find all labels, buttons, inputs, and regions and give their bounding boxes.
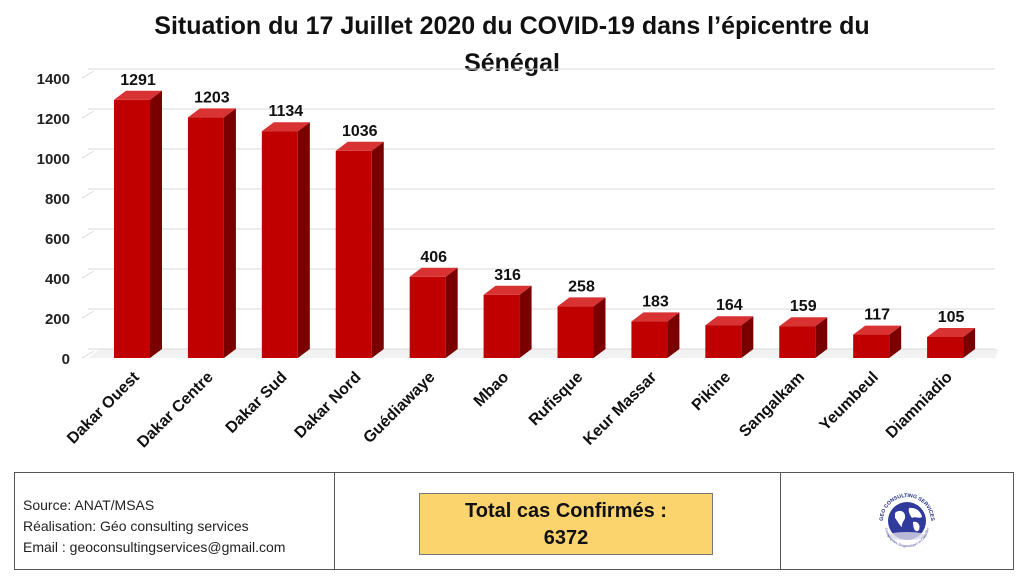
bar bbox=[631, 321, 668, 358]
bar-top bbox=[705, 316, 754, 326]
bar-side bbox=[445, 267, 458, 358]
bar-top bbox=[409, 267, 458, 277]
geo-consulting-logo: GEO CONSULTING SERVICES Cartographier, D… bbox=[879, 493, 935, 548]
gridline-edge bbox=[81, 270, 95, 279]
bar-side bbox=[815, 317, 828, 358]
y-tick-label: 400 bbox=[45, 271, 70, 288]
chart-title-line-2: Sénégal bbox=[464, 49, 560, 77]
bar-top bbox=[187, 108, 236, 118]
bar bbox=[705, 325, 742, 358]
bar-side bbox=[519, 285, 532, 358]
data-label: 183 bbox=[642, 293, 669, 310]
total-label: Total cas Confirmés : bbox=[465, 500, 667, 522]
bar bbox=[261, 131, 298, 358]
x-tick-label: Diamniadio bbox=[883, 369, 956, 442]
y-tick-label: 800 bbox=[45, 191, 70, 208]
x-tick-label: Rufisque bbox=[526, 369, 586, 429]
gridline-edge bbox=[81, 310, 95, 319]
gridline-edge bbox=[81, 70, 95, 79]
data-label: 1203 bbox=[194, 89, 230, 106]
bar-top bbox=[779, 317, 828, 327]
x-tick-label: Dakar Sud bbox=[223, 369, 291, 437]
bar-top bbox=[114, 90, 162, 100]
x-tick-label: Pikine bbox=[689, 369, 734, 414]
y-tick-label: 1200 bbox=[37, 111, 70, 128]
bar bbox=[483, 294, 520, 358]
bar-side bbox=[593, 297, 606, 358]
bar-top bbox=[631, 312, 680, 322]
data-label: 105 bbox=[938, 309, 965, 326]
data-label: 159 bbox=[790, 298, 817, 315]
x-tick-label: Sangalkam bbox=[736, 369, 808, 441]
total-confirmed-box: Total cas Confirmés : 6372 bbox=[419, 493, 713, 555]
y-tick-label: 1000 bbox=[37, 151, 70, 168]
y-tick-label: 600 bbox=[45, 231, 70, 248]
gridline-edge bbox=[81, 230, 95, 239]
chart-title-line-1: Situation du 17 Juillet 2020 du COVID-19… bbox=[154, 12, 870, 40]
bar-top bbox=[853, 325, 902, 335]
bar bbox=[114, 99, 150, 359]
credits-panel: Source: ANAT/MSAS Réalisation: Géo consu… bbox=[15, 473, 335, 569]
data-label: 316 bbox=[494, 267, 521, 284]
bar-top bbox=[557, 297, 606, 307]
data-label: 117 bbox=[864, 307, 890, 324]
gridline-edge bbox=[81, 190, 95, 199]
bar bbox=[927, 337, 964, 358]
bar-side bbox=[667, 312, 680, 358]
logo-panel: GEO CONSULTING SERVICES Cartographier, D… bbox=[781, 473, 1013, 569]
bar-top bbox=[335, 141, 384, 151]
gridline-edge bbox=[81, 110, 95, 119]
data-label: 406 bbox=[420, 249, 447, 266]
data-label: 1036 bbox=[342, 123, 378, 140]
bar-side bbox=[223, 108, 236, 359]
x-tick-label: Guédiawaye bbox=[360, 369, 438, 447]
chart-title: Situation du 17 Juillet 2020 du COVID-19… bbox=[112, 8, 912, 82]
bar-top bbox=[483, 285, 532, 295]
bar-side bbox=[889, 325, 902, 358]
y-tick-label: 0 bbox=[62, 351, 70, 368]
y-tick-label: 200 bbox=[45, 311, 70, 328]
bar-side bbox=[963, 328, 976, 358]
chart-floor bbox=[88, 349, 999, 358]
x-tick-label: Yeumbeul bbox=[817, 369, 882, 434]
total-panel: Total cas Confirmés : 6372 bbox=[335, 473, 781, 569]
data-label: 164 bbox=[716, 297, 743, 314]
bar-side bbox=[741, 316, 754, 358]
y-tick-label: 1400 bbox=[37, 71, 70, 88]
gridline-edge bbox=[81, 150, 95, 159]
x-tick-label: Dakar Ouest bbox=[64, 368, 143, 447]
data-label: 258 bbox=[568, 278, 595, 295]
bar bbox=[187, 117, 224, 359]
bar-side bbox=[150, 90, 162, 359]
info-footer: Source: ANAT/MSAS Réalisation: Géo consu… bbox=[14, 472, 1014, 570]
bar-chart: 0 200 400 600 800 1000 1200 1400 1291 Dakar Ouest… bbox=[37, 68, 999, 452]
email-text: Email : geoconsultingservices@gmail.com bbox=[23, 539, 286, 555]
bar bbox=[779, 326, 816, 358]
bar bbox=[335, 150, 372, 358]
x-tick-label: Mbao bbox=[471, 369, 513, 411]
realisation-text: Réalisation: Géo consulting services bbox=[23, 518, 249, 534]
x-tick-label: Dakar Centre bbox=[134, 369, 217, 452]
bar-side bbox=[371, 141, 384, 358]
total-value: 6372 bbox=[543, 527, 589, 549]
bar-top bbox=[927, 328, 976, 337]
x-tick-label: Dakar Nord bbox=[292, 369, 365, 442]
gridline-edge bbox=[81, 350, 95, 359]
data-label: 1134 bbox=[268, 103, 303, 120]
bar-side bbox=[297, 122, 310, 358]
bar bbox=[409, 276, 446, 358]
bar-top bbox=[261, 122, 310, 132]
bar bbox=[853, 334, 890, 358]
data-label: 1291 bbox=[120, 72, 156, 89]
x-tick-label: Keur Massar bbox=[580, 369, 660, 449]
source-text: Source: ANAT/MSAS bbox=[23, 497, 155, 513]
bar bbox=[557, 306, 594, 358]
